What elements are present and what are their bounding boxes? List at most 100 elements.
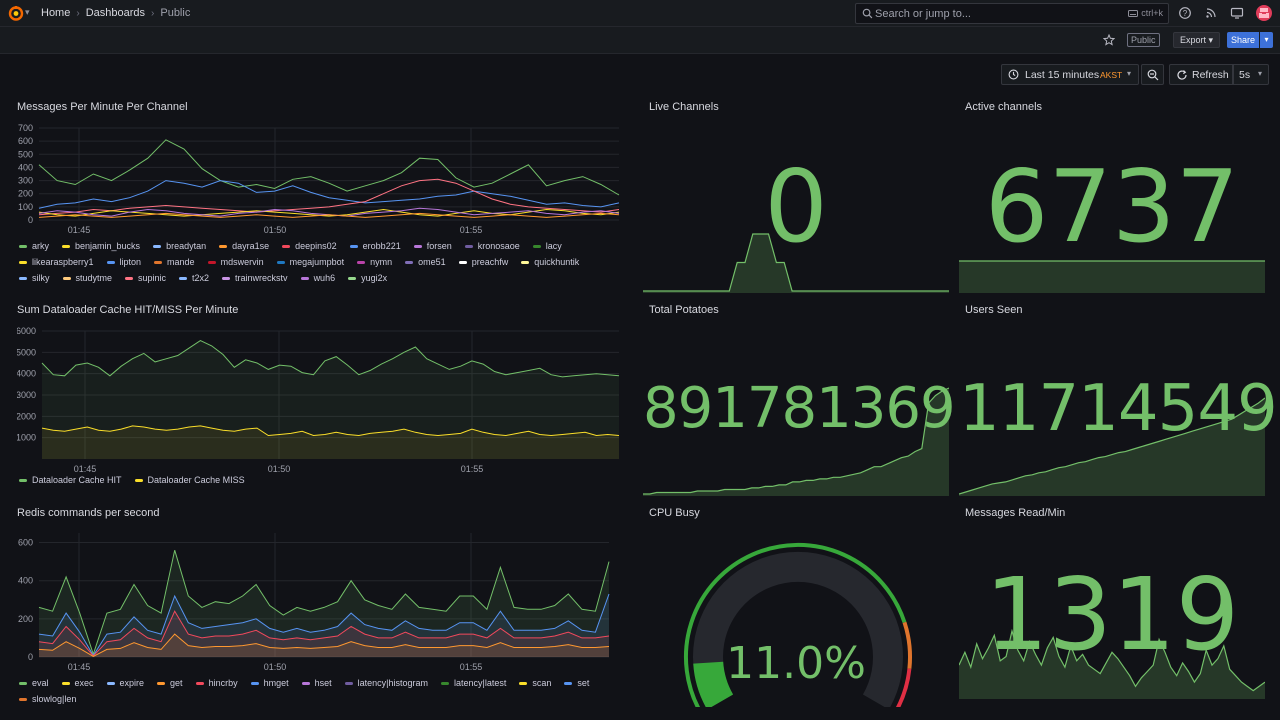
- y-tick-label: 5000: [17, 347, 36, 357]
- legend-item[interactable]: erobb221: [349, 241, 401, 252]
- legend-label: get: [170, 678, 183, 688]
- series-line[interactable]: [38, 139, 620, 196]
- panel-title[interactable]: Active channels: [965, 101, 1043, 113]
- legend-swatch: [19, 245, 27, 248]
- legend-item[interactable]: megajumpbot: [276, 257, 344, 268]
- refresh-interval-picker[interactable]: 5s ▾: [1233, 64, 1269, 85]
- avatar[interactable]: [1256, 5, 1272, 21]
- rss-icon[interactable]: [1204, 6, 1218, 20]
- x-tick-label: 01:55: [460, 225, 483, 235]
- series-line[interactable]: [38, 633, 610, 657]
- series-line[interactable]: [41, 425, 620, 437]
- panel-title[interactable]: Messages Per Minute Per Channel: [17, 101, 188, 113]
- legend-item[interactable]: arky: [19, 241, 49, 252]
- search-box[interactable]: ctrl+k: [855, 3, 1169, 24]
- legend-item[interactable]: expire: [106, 678, 144, 689]
- series-line[interactable]: [41, 340, 620, 378]
- legend-item[interactable]: preachfw: [458, 257, 508, 268]
- active-channels-sparkline: [959, 260, 1265, 293]
- legend-item[interactable]: benjamin_bucks: [62, 241, 140, 252]
- panel-title[interactable]: CPU Busy: [649, 507, 700, 519]
- panel-title[interactable]: Sum Dataloader Cache HIT/MISS Per Minute: [17, 304, 239, 316]
- x-tick-label: 01:45: [68, 662, 91, 672]
- series-line[interactable]: [38, 212, 620, 218]
- legend-item[interactable]: mande: [154, 257, 195, 268]
- legend-item[interactable]: breadytan: [153, 241, 206, 252]
- series-line[interactable]: [38, 208, 620, 217]
- legend-label: arky: [32, 241, 50, 251]
- legend-item[interactable]: silky: [19, 273, 50, 284]
- legend-label: eval: [32, 678, 49, 688]
- legend-item[interactable]: nymn: [357, 257, 392, 268]
- y-tick-label: 300: [18, 176, 33, 186]
- monitor-icon[interactable]: [1230, 6, 1244, 20]
- legend-item[interactable]: Dataloader Cache MISS: [134, 475, 245, 486]
- zoom-out-button[interactable]: [1141, 64, 1164, 85]
- panel-title[interactable]: Total Potatoes: [649, 304, 719, 316]
- legend-swatch: [106, 261, 115, 264]
- legend-item[interactable]: t2x2: [179, 273, 209, 284]
- refresh-button[interactable]: Refresh: [1169, 64, 1233, 85]
- zoom-out-icon: [1147, 69, 1159, 81]
- dataloader-timeseries-chart[interactable]: 1000 2000 3000 4000 5000 6000 01:45 01:50 01:55: [17, 324, 629, 472]
- search-input[interactable]: [875, 6, 1105, 21]
- series-line[interactable]: [38, 180, 620, 209]
- messages-timeseries-chart[interactable]: 0 100 200 300 400 500 600 700 01:45 01:50 01:55: [17, 121, 629, 239]
- legend-item[interactable]: ome51: [405, 257, 446, 268]
- legend-label: yugi2x: [361, 273, 388, 283]
- keyboard-icon: [1128, 9, 1139, 17]
- share-button[interactable]: Share: [1227, 32, 1259, 48]
- legend-item[interactable]: yugi2x: [348, 273, 387, 284]
- grafana-logo-icon[interactable]: [8, 5, 24, 21]
- legend-item[interactable]: supinic: [125, 273, 166, 284]
- legend-item[interactable]: exec: [61, 678, 94, 689]
- gauge-threshold-warn: [902, 621, 912, 669]
- legend-item[interactable]: deepins02: [282, 241, 337, 252]
- legend-item[interactable]: trainwreckstv: [222, 273, 288, 284]
- panel-title[interactable]: Users Seen: [965, 304, 1023, 316]
- panel-title[interactable]: Messages Read/Min: [965, 507, 1066, 519]
- time-range-picker[interactable]: Last 15 minutes AKST ▾: [1001, 64, 1139, 85]
- legend-swatch: [195, 682, 204, 685]
- legend-swatch: [282, 245, 291, 248]
- legend-label: dayra1se: [232, 241, 270, 251]
- star-icon[interactable]: [1103, 34, 1115, 46]
- legend-item[interactable]: Dataloader Cache HIT: [19, 475, 122, 486]
- help-icon[interactable]: ?: [1178, 6, 1192, 20]
- breadcrumb-home[interactable]: Home: [41, 7, 71, 19]
- panel-title[interactable]: Live Channels: [649, 101, 719, 113]
- legend-item[interactable]: latency|latest: [440, 678, 506, 689]
- legend-item[interactable]: dayra1se: [219, 241, 269, 252]
- legend-item[interactable]: kronosaoe: [464, 241, 520, 252]
- share-dropdown-chevron-icon[interactable]: ▾: [1260, 32, 1273, 48]
- legend-item[interactable]: latency|histogram: [344, 678, 428, 689]
- legend-item[interactable]: lipton: [106, 257, 141, 268]
- legend-item[interactable]: hmget: [250, 678, 289, 689]
- legend-item[interactable]: get: [157, 678, 183, 689]
- legend-item[interactable]: slowlog|len: [19, 694, 76, 705]
- legend-item[interactable]: mdswervin: [207, 257, 264, 268]
- legend-item[interactable]: wuh6: [300, 273, 336, 284]
- legend-item[interactable]: scan: [519, 678, 551, 689]
- breadcrumb-dashboards[interactable]: Dashboards: [85, 7, 146, 19]
- legend-item[interactable]: forsen: [413, 241, 452, 252]
- series-line[interactable]: [38, 550, 610, 656]
- legend-item[interactable]: hset: [301, 678, 332, 689]
- legend-item[interactable]: hincrby: [195, 678, 238, 689]
- series-line[interactable]: [38, 610, 610, 657]
- legend-item[interactable]: studytme: [62, 273, 112, 284]
- legend-item[interactable]: likearaspberry1: [19, 257, 94, 268]
- messages-read-sparkline: [959, 629, 1265, 699]
- panel-title[interactable]: Redis commands per second: [17, 507, 160, 519]
- legend-label: wuh6: [313, 273, 336, 283]
- legend-item[interactable]: set: [564, 678, 589, 689]
- series-line[interactable]: [38, 593, 610, 657]
- legend-item[interactable]: quickhuntik: [521, 257, 579, 268]
- legend-label: benjamin_bucks: [75, 241, 141, 251]
- legend-item[interactable]: lacy: [532, 241, 562, 252]
- chevron-down-icon[interactable]: ▾: [25, 7, 30, 17]
- export-button[interactable]: Export ▾: [1173, 32, 1221, 48]
- legend-item[interactable]: eval: [19, 678, 49, 689]
- redis-timeseries-chart[interactable]: 0 200 400 600 01:45 01:50 01:55: [17, 529, 629, 675]
- series-line[interactable]: [38, 178, 620, 216]
